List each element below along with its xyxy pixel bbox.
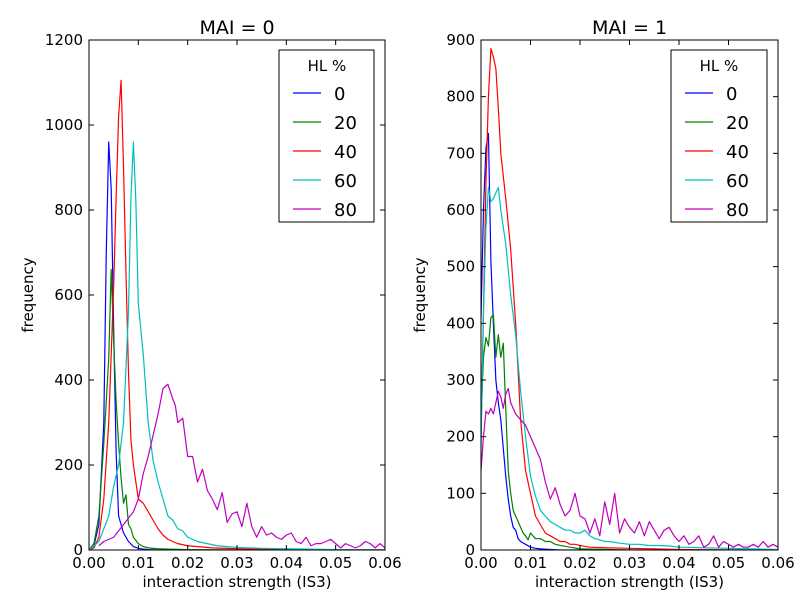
x-axis-label: interaction strength (IS3) — [535, 573, 724, 591]
x-tick-label: 0.04 — [270, 554, 303, 572]
x-tick-label: 0.03 — [220, 554, 253, 572]
chart-title: MAI = 1 — [592, 17, 667, 39]
legend-label: 80 — [726, 200, 749, 221]
legend-label: 20 — [726, 113, 749, 134]
legend-label: 60 — [726, 171, 749, 192]
y-tick-label: 200 — [54, 456, 83, 474]
legend-title: HL % — [700, 57, 739, 75]
y-tick-label: 0 — [73, 541, 83, 559]
x-tick-label: 0.05 — [319, 554, 352, 572]
series-line-hl-60 — [481, 186, 778, 550]
y-tick-label: 300 — [446, 371, 475, 389]
x-axis-label: interaction strength (IS3) — [142, 573, 331, 591]
legend-box — [670, 49, 768, 223]
chart-title: MAI = 0 — [199, 17, 274, 39]
series-line-hl-40 — [481, 47, 778, 550]
x-tick-label: 0.06 — [761, 554, 794, 572]
legend: HL % 0 20 40 60 80 — [278, 49, 375, 223]
y-tick-label: 100 — [446, 484, 475, 502]
series-group — [481, 47, 778, 550]
legend: HL % 0 20 40 60 80 — [670, 49, 768, 223]
x-tick-label: 0.02 — [171, 554, 204, 572]
series-line-hl-60 — [89, 141, 385, 550]
legend-label: 40 — [726, 142, 749, 163]
series-line-hl-80 — [98, 383, 385, 549]
y-tick-label: 500 — [446, 258, 475, 276]
x-tick-label: 0.01 — [122, 554, 155, 572]
x-tick-label: 0.03 — [613, 554, 646, 572]
x-tick-label: 0.02 — [563, 554, 596, 572]
y-tick-label: 1200 — [45, 31, 83, 49]
y-tick-label: 600 — [446, 201, 475, 219]
y-tick-label: 600 — [54, 286, 83, 304]
x-tick-label: 0.05 — [712, 554, 745, 572]
legend-label: 80 — [334, 200, 357, 221]
chart-panel-mai-1: 0.00 0.01 0.02 0.03 0.04 0.05 0.06010020030040… — [411, 17, 795, 591]
y-tick-label: 800 — [54, 201, 83, 219]
series-line-hl-0 — [89, 141, 385, 550]
y-tick-label: 400 — [446, 314, 475, 332]
series-line-hl-80 — [481, 387, 778, 548]
y-tick-label: 1000 — [45, 116, 83, 134]
y-tick-label: 900 — [446, 31, 475, 49]
legend-label: 0 — [334, 84, 345, 105]
y-tick-label: 700 — [446, 144, 475, 162]
y-tick-label: 400 — [54, 371, 83, 389]
y-tick-label: 0 — [465, 541, 475, 559]
series-line-hl-40 — [89, 79, 385, 550]
legend-label: 40 — [334, 142, 357, 163]
series-line-hl-0 — [481, 132, 778, 550]
y-tick-label: 800 — [446, 88, 475, 106]
chart-panel-mai-0: 0.00 0.01 0.02 0.03 0.04 0.05 0.06020040060080… — [19, 17, 402, 591]
series-line-hl-20 — [89, 268, 385, 550]
x-tick-label: 0.00 — [72, 554, 105, 572]
y-axis-label: frequency — [411, 257, 429, 332]
x-tick-label: 0.00 — [464, 554, 497, 572]
series-group — [89, 79, 385, 550]
y-axis-label: frequency — [19, 257, 37, 332]
x-tick-label: 0.01 — [514, 554, 547, 572]
x-tick-label: 0.06 — [368, 554, 401, 572]
legend-title: HL % — [308, 57, 347, 75]
legend-label: 60 — [334, 171, 357, 192]
legend-box — [278, 49, 375, 223]
series-line-hl-20 — [481, 314, 778, 550]
legend-label: 0 — [726, 84, 737, 105]
legend-label: 20 — [334, 113, 357, 134]
x-tick-label: 0.04 — [662, 554, 695, 572]
y-tick-label: 200 — [446, 428, 475, 446]
